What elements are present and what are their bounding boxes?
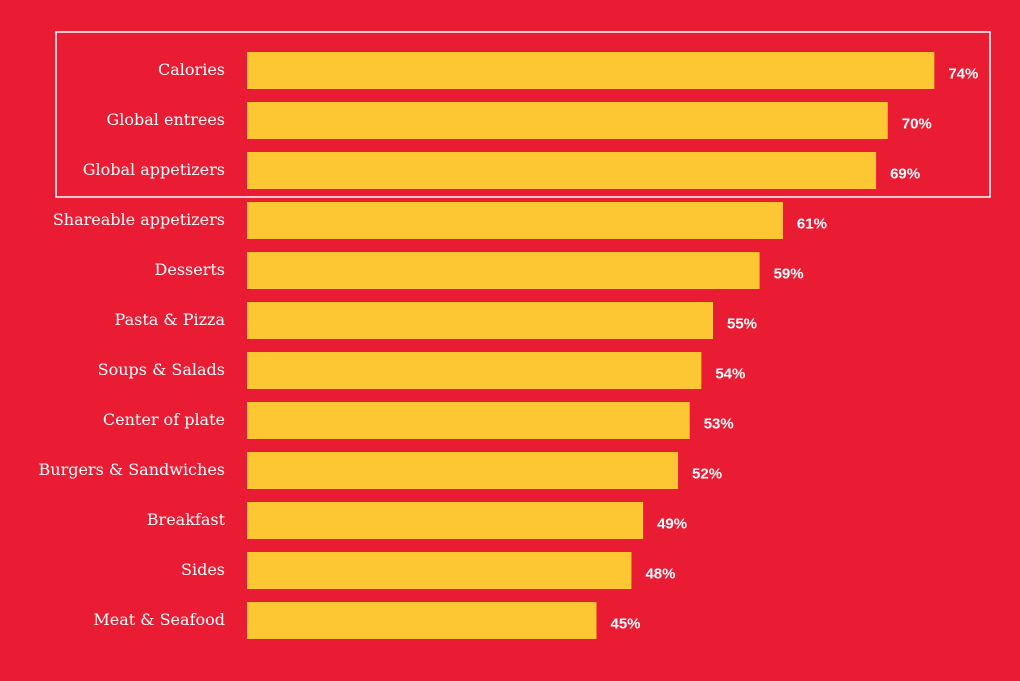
category-label: Pasta & Pizza <box>115 310 226 329</box>
bar <box>247 302 713 339</box>
bar <box>247 102 888 139</box>
bar <box>247 52 935 89</box>
category-label: Burgers & Sandwiches <box>39 460 226 479</box>
category-label: Global entrees <box>106 110 225 129</box>
value-label: 45% <box>611 615 641 632</box>
value-label: 49% <box>657 515 687 532</box>
bar <box>247 552 632 589</box>
value-label: 48% <box>645 565 675 582</box>
category-label: Center of plate <box>103 410 225 429</box>
bar <box>247 602 597 639</box>
highlight-box <box>55 31 991 198</box>
category-label: Meat & Seafood <box>93 610 225 629</box>
value-label: 74% <box>948 65 978 82</box>
value-label: 69% <box>890 165 920 182</box>
value-label: 70% <box>902 115 932 132</box>
value-label: 54% <box>715 365 745 382</box>
value-label: 55% <box>727 315 757 332</box>
bar <box>247 352 702 389</box>
category-label: Soups & Salads <box>98 360 225 379</box>
value-label: 52% <box>692 465 722 482</box>
category-label: Breakfast <box>147 510 226 529</box>
category-label: Sides <box>181 560 225 579</box>
bar <box>247 452 679 489</box>
bar <box>247 202 783 239</box>
bar <box>247 152 877 189</box>
category-label: Shareable appetizers <box>53 210 225 229</box>
value-label: 59% <box>774 265 804 282</box>
bar <box>247 402 690 439</box>
category-label: Desserts <box>155 260 225 279</box>
category-label: Calories <box>158 60 225 79</box>
bar <box>247 502 644 539</box>
value-label: 53% <box>704 415 734 432</box>
bar <box>247 252 760 289</box>
value-label: 61% <box>797 215 827 232</box>
category-label: Global appetizers <box>83 160 225 179</box>
